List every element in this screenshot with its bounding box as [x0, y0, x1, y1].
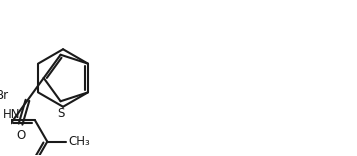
Text: Br: Br: [0, 89, 9, 102]
Text: S: S: [57, 107, 64, 120]
Text: CH₃: CH₃: [68, 135, 90, 148]
Text: O: O: [16, 129, 25, 142]
Text: HN: HN: [2, 108, 20, 121]
